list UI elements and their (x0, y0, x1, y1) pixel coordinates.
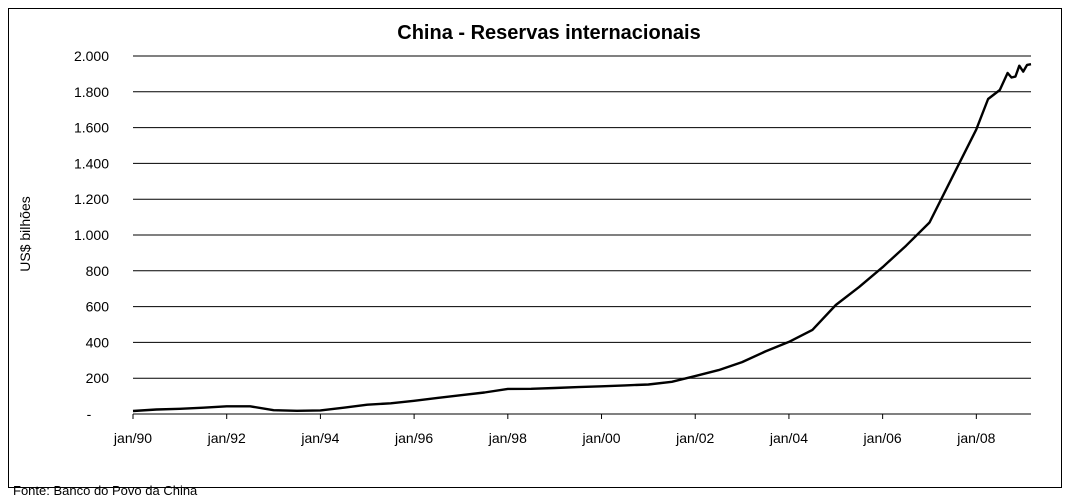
chart-frame: China - Reservas internacionais - 200 400 6… (8, 8, 1062, 498)
y-tick-labels: - 200 400 600 800 1.000 1.200 1.400 1.600 1.800 2.… (74, 48, 109, 422)
x-tick-label: jan/94 (300, 430, 339, 446)
x-tick-label: jan/90 (113, 430, 152, 446)
y-tick-label: 800 (86, 263, 110, 279)
x-tick-label: jan/92 (207, 430, 246, 446)
x-tick-label: jan/02 (675, 430, 714, 446)
y-tick-label: 2.000 (74, 48, 109, 64)
y-tick-label: 600 (86, 299, 110, 315)
gridlines (133, 55, 1031, 379)
x-tick-label: jan/04 (769, 430, 808, 446)
chart-title: China - Reservas internacionais (397, 22, 700, 44)
x-tick-label: jan/98 (488, 430, 527, 446)
chart-svg: China - Reservas internacionais - 200 400 6… (17, 22, 1032, 446)
y-tick-label: 1.600 (74, 120, 109, 136)
x-tick-label: jan/96 (394, 430, 433, 446)
series-line (132, 63, 1032, 413)
y-tick-label: 1.800 (74, 84, 109, 100)
y-tick-label: 400 (86, 334, 110, 350)
x-tick-label: jan/06 (863, 430, 902, 446)
y-tick-label: 200 (86, 370, 110, 386)
x-tick-label: jan/00 (581, 430, 620, 446)
source-note: Fonte: Banco do Povo da China (13, 483, 198, 498)
y-axis-label: US$ bilhões (17, 196, 33, 272)
y-tick-label: 1.000 (74, 227, 109, 243)
x-tick-label: jan/08 (956, 430, 995, 446)
y-tick-label: 1.200 (74, 191, 109, 207)
x-tick-labels: jan/90 jan/92 jan/94 jan/96 jan/98 jan/00 jan/… (113, 414, 996, 446)
y-tick-label: - (87, 406, 92, 422)
y-tick-label: 1.400 (74, 155, 109, 171)
